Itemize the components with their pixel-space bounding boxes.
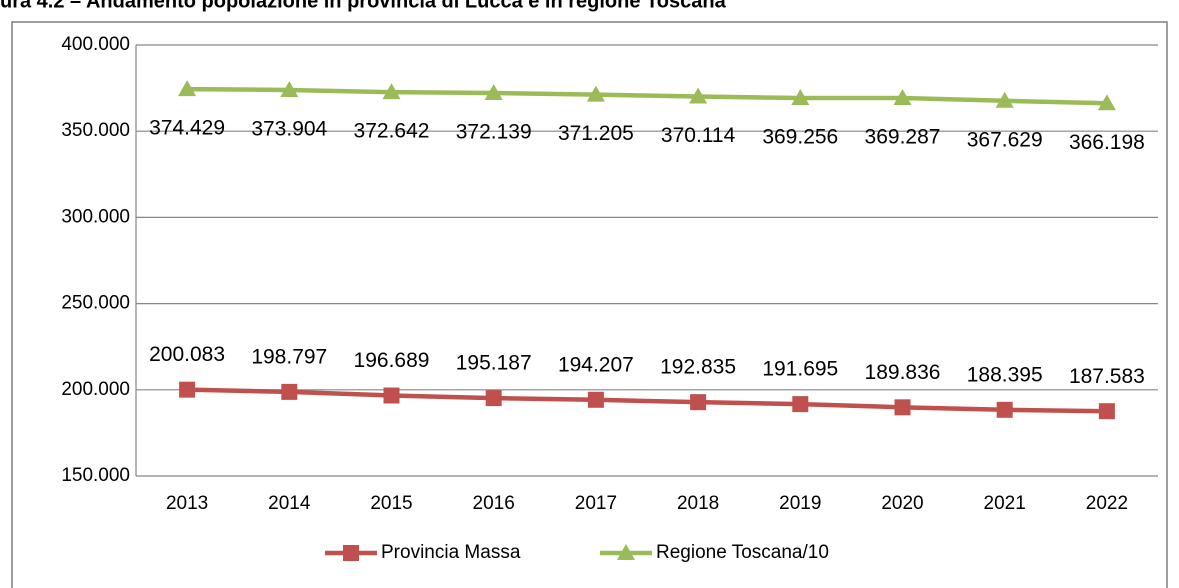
x-tick-label: 2014 (268, 493, 311, 514)
x-tick-label: 2018 (677, 493, 719, 514)
point (617, 544, 635, 560)
x-tick-label: 2016 (473, 493, 515, 514)
data-label: 369.287 (865, 125, 941, 148)
point (791, 89, 810, 106)
y-tick-label: 400.000 (61, 34, 130, 55)
x-tick-label: 2020 (881, 493, 923, 514)
data-label: 372.139 (456, 121, 532, 144)
data-label: 189.836 (865, 361, 941, 384)
point (893, 88, 912, 105)
point (281, 383, 298, 400)
legend-label: Provincia Massa (381, 542, 521, 563)
chart-title: ura 4.2 – Andamento popolazione in provi… (0, 0, 727, 12)
point (894, 399, 911, 416)
series-line (187, 86, 1107, 106)
data-label: 373.904 (251, 118, 327, 141)
x-tick-label: 2022 (1086, 493, 1128, 514)
x-tick-label: 2015 (370, 493, 412, 514)
point (485, 390, 502, 407)
point (1098, 403, 1115, 420)
point (1097, 94, 1116, 111)
point (995, 91, 1014, 108)
point (996, 401, 1013, 418)
chart-frame (11, 21, 1168, 588)
point (179, 381, 196, 398)
data-label: 191.695 (762, 358, 838, 381)
data-label: 200.083 (149, 343, 225, 366)
data-label: 196.689 (354, 349, 430, 372)
point (792, 396, 809, 413)
y-tick-label: 150.000 (61, 465, 130, 486)
point (484, 84, 503, 101)
point (280, 80, 299, 97)
data-label: 369.256 (762, 126, 838, 149)
data-label: 198.797 (251, 345, 327, 368)
point (586, 85, 605, 102)
series-line (187, 387, 1107, 414)
data-label: 188.395 (967, 363, 1043, 386)
y-tick-label: 350.000 (61, 120, 130, 141)
data-label: 195.187 (456, 352, 532, 375)
point (178, 80, 197, 97)
x-tick-label: 2019 (779, 493, 821, 514)
point (689, 87, 708, 104)
point (343, 545, 359, 561)
y-tick-label: 300.000 (61, 206, 130, 227)
legend-label: Regione Toscana/10 (656, 542, 829, 563)
data-label: 366.198 (1069, 131, 1145, 154)
x-tick-label: 2017 (575, 493, 617, 514)
data-label: 192.835 (660, 356, 736, 379)
point (690, 394, 707, 411)
data-label: 370.114 (661, 124, 736, 147)
point (587, 391, 604, 408)
x-tick-label: 2013 (166, 493, 208, 514)
y-tick-label: 250.000 (61, 293, 130, 314)
data-label: 194.207 (558, 353, 634, 376)
data-label: 374.429 (149, 117, 225, 140)
point (382, 83, 401, 100)
data-label: 372.642 (354, 120, 430, 143)
point (383, 387, 400, 404)
x-tick-label: 2021 (984, 493, 1026, 514)
y-tick-label: 200.000 (61, 379, 130, 400)
data-label: 187.583 (1069, 365, 1145, 388)
data-label: 371.205 (558, 122, 634, 145)
data-label: 367.629 (967, 128, 1043, 151)
